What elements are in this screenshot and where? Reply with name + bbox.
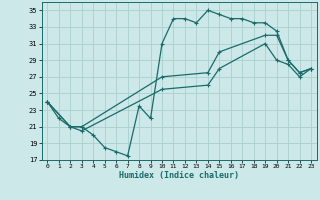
X-axis label: Humidex (Indice chaleur): Humidex (Indice chaleur): [119, 171, 239, 180]
